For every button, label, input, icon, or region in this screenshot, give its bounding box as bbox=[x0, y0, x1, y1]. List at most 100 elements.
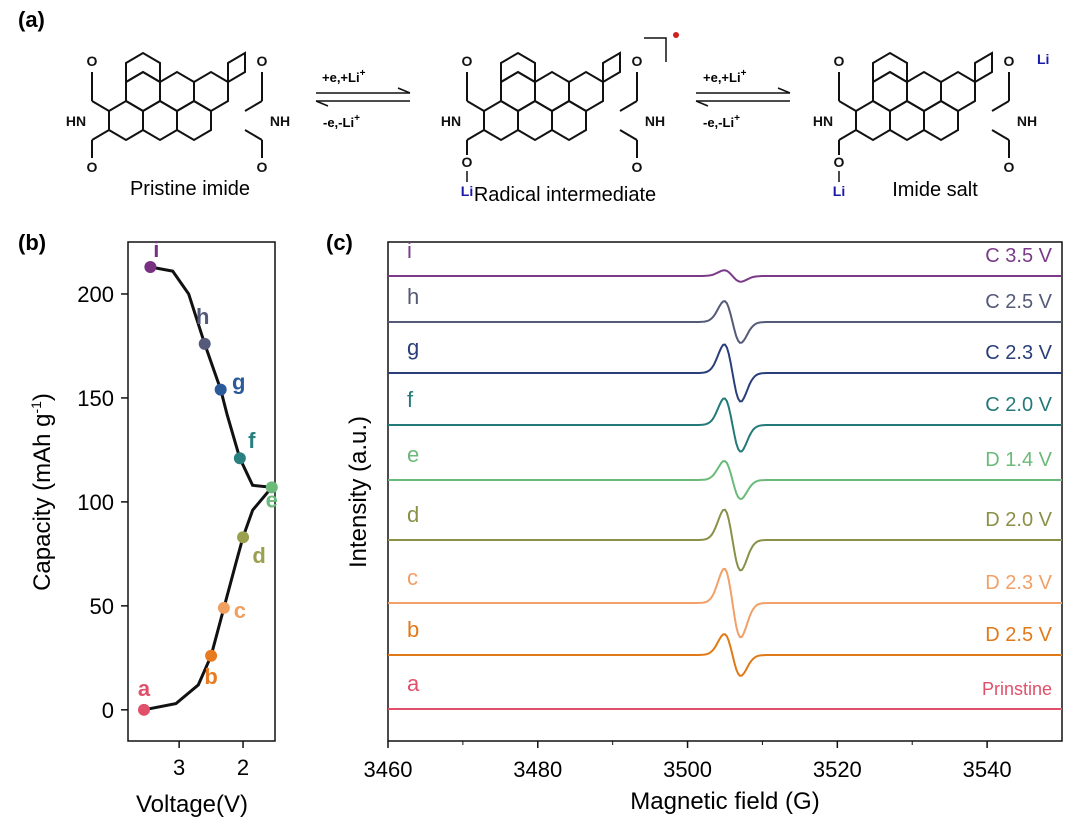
series-c-condition: D 2.3 V bbox=[985, 572, 1052, 594]
point-c bbox=[217, 601, 230, 614]
arrow-1-forward: +e,+Li bbox=[322, 70, 360, 85]
panel-c-label: (c) bbox=[326, 230, 353, 255]
series-d-label: d bbox=[407, 502, 419, 527]
series-g-condition: C 2.3 V bbox=[985, 342, 1052, 364]
series-f-condition: C 2.0 V bbox=[985, 394, 1052, 416]
nitrogen-group: NH bbox=[1017, 113, 1037, 129]
plot-b-x-label: Voltage(V) bbox=[136, 791, 248, 818]
point-label-f: f bbox=[248, 428, 256, 453]
series-h-label: h bbox=[407, 284, 419, 309]
x-tick-label: 3540 bbox=[963, 757, 1012, 782]
panel-b-label: (b) bbox=[18, 230, 46, 255]
point-label-i: i bbox=[153, 237, 159, 262]
plot-b-points: a b c d e f g h i bbox=[138, 237, 278, 716]
arrow-2-backward: -e,-Li bbox=[703, 115, 734, 130]
series-i-condition: C 3.5 V bbox=[985, 245, 1052, 267]
svg-text:+e,+Li+: +e,+Li+ bbox=[322, 68, 366, 85]
point-a bbox=[137, 703, 150, 716]
oxygen-atom: O bbox=[834, 154, 845, 170]
svg-text:+e,+Li+: +e,+Li+ bbox=[703, 68, 747, 85]
series-h-line bbox=[388, 300, 1062, 344]
nitrogen-group: HN bbox=[66, 113, 86, 129]
point-h bbox=[198, 337, 211, 350]
series-g-line bbox=[388, 343, 1062, 403]
oxygen-atom: O bbox=[1004, 159, 1015, 175]
y-tick-label: 150 bbox=[77, 386, 114, 411]
point-label-d: d bbox=[252, 543, 265, 568]
radical-dot bbox=[673, 32, 679, 38]
series-b-label: b bbox=[407, 617, 419, 642]
series-e-condition: D 1.4 V bbox=[985, 449, 1052, 471]
point-g bbox=[214, 383, 227, 396]
plot-c-y-label: Intensity (a.u.) bbox=[345, 416, 372, 568]
series-b-condition: D 2.5 V bbox=[985, 624, 1052, 646]
y-tick-label: 200 bbox=[77, 282, 114, 307]
y-tick-label: 0 bbox=[102, 698, 114, 723]
series-i-label: i bbox=[407, 238, 412, 263]
plot-b-curve bbox=[143, 265, 275, 712]
point-label-c: c bbox=[234, 598, 246, 623]
nitrogen-group: NH bbox=[270, 113, 290, 129]
oxygen-atom: O bbox=[462, 53, 473, 69]
oxygen-atom: O bbox=[257, 53, 268, 69]
oxygen-atom: O bbox=[462, 154, 473, 170]
series-d-line bbox=[388, 508, 1062, 572]
point-i bbox=[144, 260, 157, 273]
svg-text:-e,-Li+: -e,-Li+ bbox=[323, 113, 360, 130]
nitrogen-group: HN bbox=[441, 113, 461, 129]
point-label-e: e bbox=[266, 487, 278, 512]
arrow-1-forward-sup: + bbox=[360, 68, 366, 79]
plot-c-x-axis: 3460 3480 3500 3520 3540 bbox=[364, 741, 1012, 782]
molecule-3-structure: O O O Li O HN NH Li bbox=[813, 51, 1050, 199]
lithium-atom: Li bbox=[833, 183, 845, 199]
lithium-atom: Li bbox=[1037, 51, 1049, 67]
plot-c-x-label: Magnetic field (G) bbox=[630, 788, 819, 815]
lithium-atom: Li bbox=[461, 183, 473, 199]
plot-b-y-axis: 0 50 100 150 200 bbox=[77, 282, 128, 723]
point-e bbox=[265, 481, 278, 494]
x-tick-label: 3460 bbox=[364, 757, 413, 782]
point-b bbox=[205, 649, 218, 662]
oxygen-atom: O bbox=[87, 53, 98, 69]
x-tick-label: 3500 bbox=[663, 757, 712, 782]
point-d bbox=[237, 531, 250, 544]
series-c-label: c bbox=[407, 565, 418, 590]
point-label-a: a bbox=[138, 676, 151, 701]
reaction-arrows-1: +e,+Li+ -e,-Li+ bbox=[315, 68, 411, 130]
oxygen-atom: O bbox=[87, 159, 98, 175]
nitrogen-group: HN bbox=[813, 113, 833, 129]
structure-name-3: Imide salt bbox=[892, 179, 978, 201]
series-a-label: a bbox=[407, 671, 420, 696]
point-label-b: b bbox=[204, 664, 217, 689]
x-tick-label: 3520 bbox=[813, 757, 862, 782]
panel-a-label: (a) bbox=[18, 7, 45, 32]
oxygen-atom: O bbox=[632, 159, 643, 175]
arrow-2-backward-sup: + bbox=[734, 113, 740, 124]
molecule-2-structure: O O O Li O HN NH bbox=[441, 51, 665, 199]
plot-c-series: a Prinstine b D 2.5 V c D 2.3 V d D 2.0 V e D 1.4… bbox=[388, 238, 1062, 710]
oxygen-atom: O bbox=[257, 159, 268, 175]
x-tick-label: 2 bbox=[237, 755, 249, 780]
structure-name-2: Radical intermediate bbox=[474, 184, 656, 206]
x-tick-label: 3480 bbox=[513, 757, 562, 782]
series-i-line bbox=[388, 269, 1062, 283]
y-tick-label: 100 bbox=[77, 490, 114, 515]
series-e-line bbox=[388, 460, 1062, 500]
arrow-1-backward-sup: + bbox=[354, 113, 360, 124]
series-h-condition: C 2.5 V bbox=[985, 291, 1052, 313]
point-f bbox=[233, 452, 246, 465]
arrow-2-forward: +e,+Li bbox=[703, 70, 741, 85]
y-tick-label: 50 bbox=[90, 594, 114, 619]
series-d-condition: D 2.0 V bbox=[985, 509, 1052, 531]
reaction-arrows-2: +e,+Li+ -e,-Li+ bbox=[695, 68, 791, 130]
point-label-g: g bbox=[232, 370, 245, 395]
series-c-line bbox=[388, 567, 1062, 639]
nitrogen-group: NH bbox=[645, 113, 665, 129]
structure-name-1: Pristine imide bbox=[130, 178, 250, 200]
series-f-label: f bbox=[407, 387, 414, 412]
arrow-1-backward: -e,-Li bbox=[323, 115, 354, 130]
molecule-1-structure: O O O O HN NH bbox=[66, 51, 290, 175]
series-b-line bbox=[388, 633, 1062, 677]
